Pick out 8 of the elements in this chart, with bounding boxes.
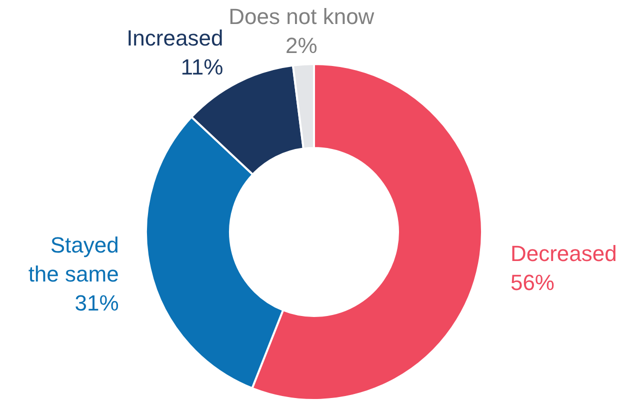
slice-label: Does not know	[228, 4, 374, 29]
data-label: 31%	[74, 290, 119, 316]
data-label: 2%	[286, 32, 318, 58]
slice-label: Decreased	[510, 240, 617, 266]
slice-label: Increased	[126, 25, 224, 50]
data-label: 56%	[510, 270, 555, 295]
data-label: 11%	[180, 54, 224, 80]
slice-label: Stayed the same	[28, 232, 119, 286]
